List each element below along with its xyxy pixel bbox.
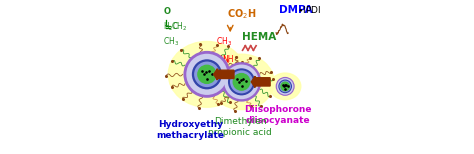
Circle shape xyxy=(277,78,293,95)
Circle shape xyxy=(228,68,255,95)
Circle shape xyxy=(276,77,295,96)
Circle shape xyxy=(278,79,292,93)
Text: CO$_2$H: CO$_2$H xyxy=(227,7,256,21)
Ellipse shape xyxy=(209,54,274,109)
Ellipse shape xyxy=(168,41,246,107)
FancyArrow shape xyxy=(214,69,234,80)
Text: CH$_2$: CH$_2$ xyxy=(171,20,187,33)
Circle shape xyxy=(281,82,290,91)
Text: NH: NH xyxy=(222,55,234,64)
Text: $\bullet$IPDI: $\bullet$IPDI xyxy=(297,4,321,15)
Ellipse shape xyxy=(270,73,301,100)
Text: Hydroxyethy
methacrylate: Hydroxyethy methacrylate xyxy=(156,120,224,140)
Circle shape xyxy=(233,74,250,90)
Circle shape xyxy=(183,51,230,98)
Text: H$_2$C: H$_2$C xyxy=(163,20,180,33)
Circle shape xyxy=(279,81,291,92)
Text: CH$_3$: CH$_3$ xyxy=(211,71,228,84)
Circle shape xyxy=(224,65,259,99)
Circle shape xyxy=(230,70,253,93)
Text: Diisophorone
diisocyanate: Diisophorone diisocyanate xyxy=(244,105,311,124)
Text: O: O xyxy=(163,7,170,16)
Circle shape xyxy=(222,62,261,102)
Text: HEMA: HEMA xyxy=(242,32,276,42)
Text: CH$_3$: CH$_3$ xyxy=(225,71,241,84)
Text: DMPA: DMPA xyxy=(279,5,313,15)
Text: CH$_3$: CH$_3$ xyxy=(163,35,179,48)
Text: Dimethylen
propionic acid: Dimethylen propionic acid xyxy=(208,117,272,137)
Circle shape xyxy=(194,62,219,87)
Circle shape xyxy=(186,54,228,95)
Circle shape xyxy=(192,59,222,89)
Text: CH$_3$: CH$_3$ xyxy=(214,53,230,66)
Text: CH$_3$: CH$_3$ xyxy=(216,35,232,48)
FancyArrow shape xyxy=(251,76,270,87)
Circle shape xyxy=(198,65,216,83)
